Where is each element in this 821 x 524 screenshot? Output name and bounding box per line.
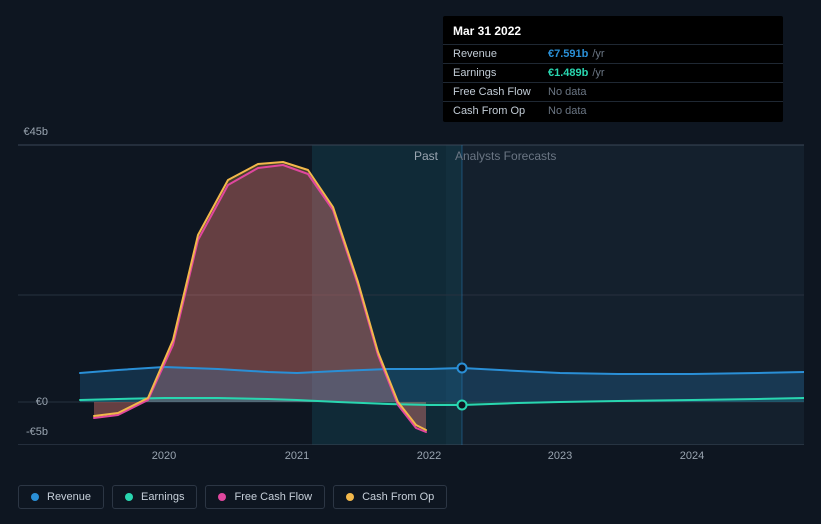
tooltip-row-value: €1.489b xyxy=(548,67,588,79)
tooltip-rows: Revenue€7.591b/yrEarnings€1.489b/yrFree … xyxy=(443,44,783,120)
tooltip-row-label: Revenue xyxy=(453,48,548,60)
y-tick: -€5b xyxy=(18,426,48,438)
x-tick: 2024 xyxy=(680,450,704,462)
tooltip-row-nodata: No data xyxy=(548,105,587,117)
tooltip-row-label: Free Cash Flow xyxy=(453,86,548,98)
tooltip: Mar 31 2022 Revenue€7.591b/yrEarnings€1.… xyxy=(443,16,783,122)
tooltip-row-nodata: No data xyxy=(548,86,587,98)
legend-dot-icon xyxy=(218,493,226,501)
legend-label: Earnings xyxy=(141,491,184,503)
y-tick: €0 xyxy=(18,396,48,408)
legend-dot-icon xyxy=(31,493,39,501)
tooltip-title: Mar 31 2022 xyxy=(443,18,783,44)
legend-label: Free Cash Flow xyxy=(234,491,312,503)
x-tick: 2023 xyxy=(548,450,572,462)
tooltip-row: Cash From OpNo data xyxy=(443,101,783,120)
region-label-past: Past xyxy=(414,149,438,163)
y-tick: €45b xyxy=(18,126,48,138)
legend-item-earnings[interactable]: Earnings xyxy=(112,485,197,509)
tooltip-row: Revenue€7.591b/yr xyxy=(443,44,783,63)
x-tick: 2021 xyxy=(285,450,309,462)
legend-item-cfo[interactable]: Cash From Op xyxy=(333,485,447,509)
legend-label: Cash From Op xyxy=(362,491,434,503)
tooltip-row-value: €7.591b xyxy=(548,48,588,60)
x-axis: 2020 2021 2022 2023 2024 xyxy=(18,450,804,470)
region-label-forecast: Analysts Forecasts xyxy=(455,149,556,163)
tooltip-row: Earnings€1.489b/yr xyxy=(443,63,783,82)
tooltip-row-unit: /yr xyxy=(592,67,604,79)
legend: Revenue Earnings Free Cash Flow Cash From O… xyxy=(18,485,447,509)
tooltip-row-label: Earnings xyxy=(453,67,548,79)
legend-dot-icon xyxy=(125,493,133,501)
tooltip-row: Free Cash FlowNo data xyxy=(443,82,783,101)
tooltip-row-unit: /yr xyxy=(592,48,604,60)
legend-item-fcf[interactable]: Free Cash Flow xyxy=(205,485,325,509)
x-tick: 2022 xyxy=(417,450,441,462)
tooltip-row-label: Cash From Op xyxy=(453,105,548,117)
x-tick: 2020 xyxy=(152,450,176,462)
legend-dot-icon xyxy=(346,493,354,501)
legend-item-revenue[interactable]: Revenue xyxy=(18,485,104,509)
legend-label: Revenue xyxy=(47,491,91,503)
